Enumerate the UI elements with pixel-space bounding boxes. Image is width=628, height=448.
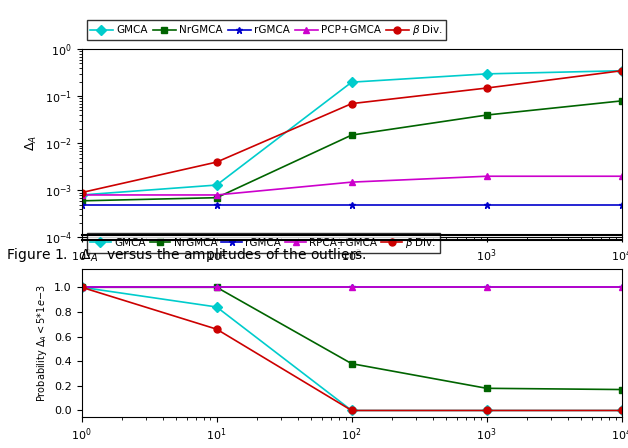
PCP+GMCA bbox=[348, 180, 355, 185]
NrGMCA bbox=[213, 195, 220, 200]
Line: NrGMCA: NrGMCA bbox=[78, 284, 625, 393]
Y-axis label: Probability $\Delta_A < 5{*}1e{-}3$: Probability $\Delta_A < 5{*}1e{-}3$ bbox=[35, 284, 48, 401]
PCP+GMCA bbox=[78, 192, 85, 198]
RPCA+GMCA bbox=[618, 284, 625, 290]
X-axis label: Amplitudes of the outliers: Amplitudes of the outliers bbox=[275, 269, 428, 282]
Y-axis label: $\Delta_A$: $\Delta_A$ bbox=[24, 135, 39, 151]
rGMCA bbox=[78, 284, 85, 290]
Legend: GMCA, NrGMCA, rGMCA, RPCA+GMCA, $\beta$ Div.: GMCA, NrGMCA, rGMCA, RPCA+GMCA, $\beta$ … bbox=[87, 233, 440, 253]
GMCA bbox=[213, 304, 220, 310]
$\beta$ Div. bbox=[348, 101, 355, 106]
Line: GMCA: GMCA bbox=[78, 284, 625, 414]
rGMCA bbox=[618, 284, 625, 290]
$\beta$ Div. bbox=[78, 190, 85, 195]
rGMCA bbox=[483, 202, 490, 207]
rGMCA bbox=[213, 284, 220, 290]
NrGMCA bbox=[348, 361, 355, 366]
Line: $\beta$ Div.: $\beta$ Div. bbox=[78, 67, 625, 196]
rGMCA bbox=[618, 202, 625, 207]
Line: rGMCA: rGMCA bbox=[78, 284, 625, 291]
$\beta$ Div. bbox=[348, 408, 355, 413]
Line: $\beta$ Div.: $\beta$ Div. bbox=[78, 284, 625, 414]
PCP+GMCA bbox=[618, 173, 625, 179]
RPCA+GMCA bbox=[78, 284, 85, 290]
GMCA bbox=[348, 408, 355, 413]
$\beta$ Div. bbox=[213, 327, 220, 332]
$\beta$ Div. bbox=[618, 68, 625, 73]
$\beta$ Div. bbox=[213, 159, 220, 165]
GMCA bbox=[348, 79, 355, 85]
$\beta$ Div. bbox=[483, 408, 490, 413]
Line: GMCA: GMCA bbox=[78, 67, 625, 198]
GMCA bbox=[618, 408, 625, 413]
Line: NrGMCA: NrGMCA bbox=[78, 97, 625, 204]
GMCA bbox=[483, 71, 490, 77]
GMCA bbox=[213, 182, 220, 188]
Line: PCP+GMCA: PCP+GMCA bbox=[78, 173, 625, 198]
rGMCA bbox=[78, 202, 85, 207]
$\beta$ Div. bbox=[78, 284, 85, 290]
PCP+GMCA bbox=[483, 173, 490, 179]
NrGMCA bbox=[78, 284, 85, 290]
Line: rGMCA: rGMCA bbox=[78, 201, 625, 208]
Legend: GMCA, NrGMCA, rGMCA, PCP+GMCA, $\beta$ Div.: GMCA, NrGMCA, rGMCA, PCP+GMCA, $\beta$ D… bbox=[87, 20, 447, 40]
RPCA+GMCA bbox=[483, 284, 490, 290]
RPCA+GMCA bbox=[348, 284, 355, 290]
rGMCA bbox=[348, 284, 355, 290]
rGMCA bbox=[348, 202, 355, 207]
rGMCA bbox=[483, 284, 490, 290]
RPCA+GMCA bbox=[213, 284, 220, 290]
NrGMCA bbox=[483, 112, 490, 118]
PCP+GMCA bbox=[213, 192, 220, 198]
$\beta$ Div. bbox=[618, 408, 625, 413]
rGMCA bbox=[213, 202, 220, 207]
NrGMCA bbox=[213, 284, 220, 290]
GMCA bbox=[483, 408, 490, 413]
GMCA bbox=[78, 192, 85, 198]
$\beta$ Div. bbox=[483, 86, 490, 91]
NrGMCA bbox=[348, 133, 355, 138]
Line: RPCA+GMCA: RPCA+GMCA bbox=[78, 284, 625, 291]
Text: Figure 1.   $\Delta_A$  versus the amplitudes of the outliers.: Figure 1. $\Delta_A$ versus the amplitud… bbox=[6, 246, 367, 264]
NrGMCA bbox=[483, 386, 490, 391]
GMCA bbox=[618, 68, 625, 73]
GMCA bbox=[78, 284, 85, 290]
NrGMCA bbox=[618, 98, 625, 103]
NrGMCA bbox=[618, 387, 625, 392]
NrGMCA bbox=[78, 198, 85, 203]
